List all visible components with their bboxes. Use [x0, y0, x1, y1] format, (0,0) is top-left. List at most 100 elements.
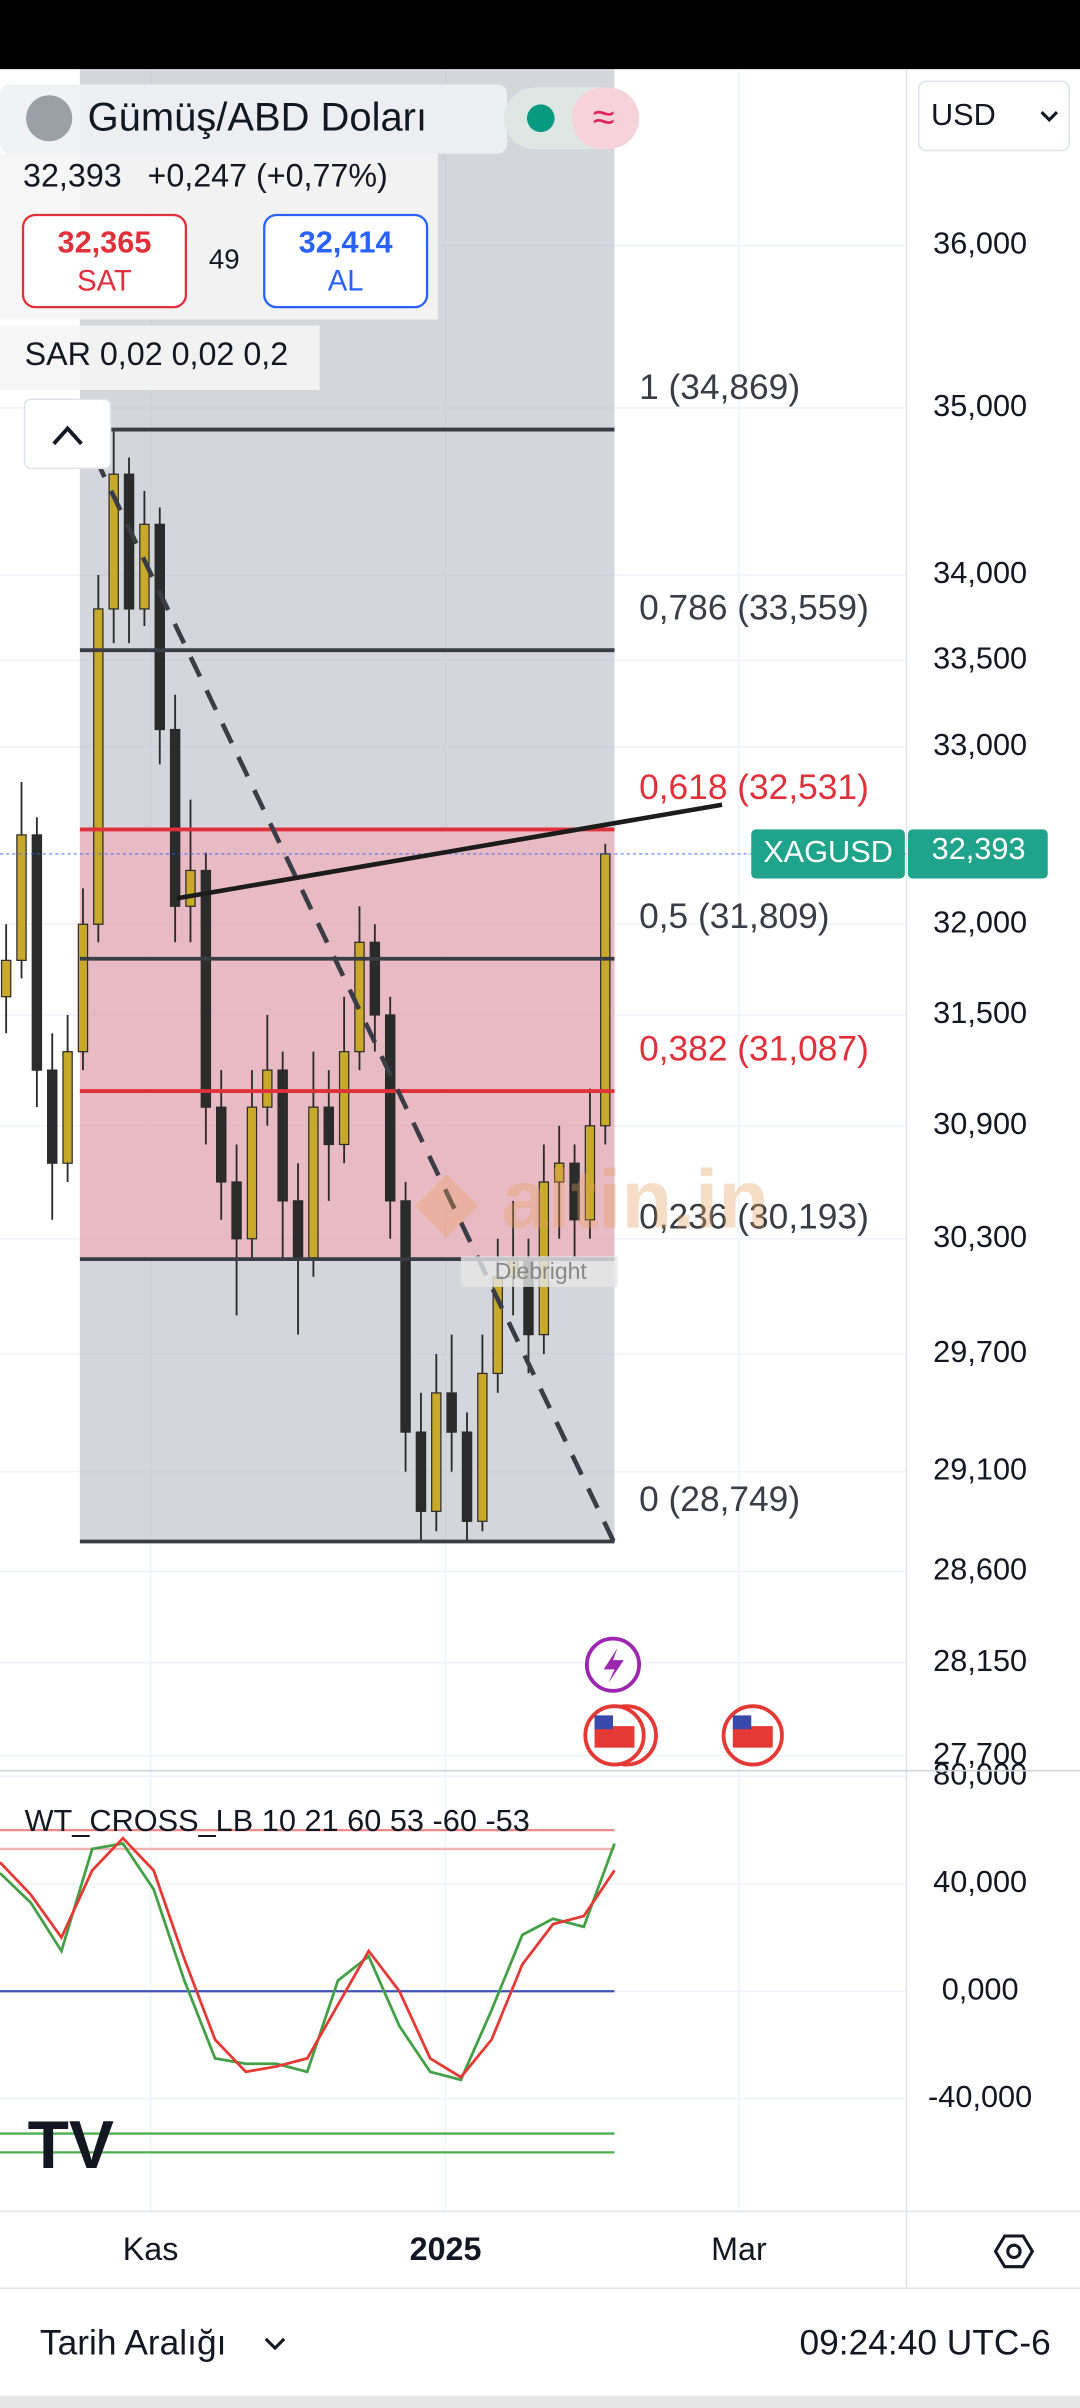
candle-body: [415, 1431, 427, 1512]
candle-body: [338, 1051, 350, 1146]
candle-body: [323, 1106, 334, 1146]
watermark: ◆ altin.in: [415, 1152, 769, 1245]
settings-icon[interactable]: [993, 2234, 1035, 2269]
y-tick-label: 27,700: [933, 1736, 1027, 1771]
y-tick-label: 30,300: [933, 1219, 1027, 1254]
candle-body: [77, 923, 89, 1053]
fib-label: 0,382 (31,087): [639, 1029, 869, 1068]
currency-select[interactable]: [917, 80, 1071, 152]
y-tick-label: -40,000: [928, 2079, 1032, 2114]
price-tag-label: 32,393: [932, 831, 1026, 866]
fib-label: 0 (28,749): [639, 1480, 800, 1519]
candle-body: [62, 1051, 73, 1164]
buy-button[interactable]: [263, 213, 429, 309]
x-tick-label: 2025: [410, 2231, 482, 2267]
candle-body: [569, 1162, 580, 1221]
y-tick-label: 33,500: [933, 640, 1027, 675]
flag-stripes: [594, 1726, 635, 1748]
candle-body: [461, 1431, 473, 1522]
candle-body: [31, 834, 43, 1071]
candle-body: [584, 1125, 596, 1221]
y-tick-label: 29,700: [933, 1334, 1027, 1369]
oscillator-line: [0, 1842, 616, 2082]
currency-chevron: [1040, 111, 1059, 122]
symbol-tag-label: XAGUSD: [763, 834, 893, 869]
indicator-label[interactable]: SAR 0,02 0,02 0,2: [25, 336, 289, 372]
fib-label: 0,5 (31,809): [639, 897, 829, 936]
y-tick-label: 40,000: [933, 1864, 1027, 1899]
flag-stripes: [732, 1726, 773, 1748]
sell-label: SAT: [77, 265, 132, 297]
candle-body: [216, 1106, 227, 1183]
symbol-logo[interactable]: [26, 95, 73, 142]
y-tick-label: 28,150: [933, 1643, 1027, 1678]
candle-body: [16, 834, 27, 961]
candle-body: [369, 941, 381, 1016]
spread: 49: [209, 243, 240, 274]
flag-canton: [594, 1715, 613, 1730]
lightning-icon: [603, 1647, 624, 1684]
flag-canton: [732, 1715, 752, 1730]
candle-body: [108, 473, 119, 610]
price-change: +0,247 (+0,77%): [147, 158, 387, 194]
y-tick-label: 28,600: [933, 1552, 1027, 1587]
watermark-text: Diebright: [495, 1258, 588, 1284]
candle-body: [231, 1181, 242, 1240]
oscillator-line: [0, 1836, 616, 2079]
date-range-chevron: [264, 2337, 286, 2351]
trend-line: [176, 802, 723, 901]
candle-body: [262, 1069, 273, 1108]
delay-badge[interactable]: [571, 87, 640, 149]
delay-icon: ≈: [593, 95, 615, 139]
clock[interactable]: 09:24:40 UTC-6: [800, 2323, 1051, 2362]
indicator-bg: [0, 325, 320, 391]
sell-button[interactable]: [21, 213, 188, 309]
candle-body: [154, 523, 165, 731]
last-price: 32,393: [23, 158, 122, 194]
price-tag: [907, 829, 1048, 879]
buy-label: AL: [328, 265, 364, 297]
candle-body: [0, 959, 12, 998]
fib-label: 1 (34,869): [639, 368, 800, 407]
y-tick-label: 30,900: [933, 1106, 1027, 1141]
candle-body: [246, 1106, 258, 1240]
x-tick-label: Mar: [711, 2231, 767, 2267]
fib-zone-highlight: [79, 829, 615, 1260]
candle-body: [93, 608, 104, 925]
candle-body: [553, 1162, 565, 1183]
y-tick-label: 0,000: [942, 1971, 1019, 2006]
status-bar: [0, 0, 1080, 70]
buy-price: 32,414: [299, 224, 393, 259]
sell-price: 32,365: [57, 224, 151, 259]
candle-body: [431, 1392, 442, 1512]
candle-body: [47, 1069, 58, 1164]
date-range-button[interactable]: Tarih Aralığı: [40, 2323, 227, 2362]
indicator-title: WT_CROSS_LB 10 21 60 53 -60 -53: [25, 1803, 530, 1838]
pane-bg: [0, 1773, 907, 2212]
symbol-tag: [751, 829, 905, 879]
candle-body: [477, 1372, 488, 1522]
fib-label: 0,618 (32,531): [639, 768, 869, 807]
candle-body: [200, 869, 212, 1108]
watermark-tag: [460, 1256, 618, 1287]
y-tick-label: 35,000: [933, 388, 1027, 423]
candle-body: [292, 1200, 304, 1259]
nav-bar: [0, 2395, 1080, 2408]
collapse-button[interactable]: [23, 398, 112, 470]
symbol-title[interactable]: Gümüş/ABD Doları: [88, 95, 427, 139]
x-tick-label: Kas: [123, 2231, 179, 2267]
candle-body: [384, 1014, 396, 1202]
candle-body: [185, 869, 196, 907]
candle-body: [400, 1200, 411, 1433]
candle-body: [446, 1392, 457, 1433]
header-bg: [0, 84, 507, 154]
settings-icon-center: [1006, 2243, 1022, 2260]
trend-line: [93, 456, 617, 1545]
y-tick-label: 34,000: [933, 555, 1027, 590]
candle-body: [277, 1069, 288, 1202]
fib-label: 0,236 (30,193): [639, 1198, 869, 1237]
y-tick-label: 29,100: [933, 1452, 1027, 1487]
y-tick-label: 31,500: [933, 995, 1027, 1030]
y-tick-label: 32,000: [933, 904, 1027, 939]
